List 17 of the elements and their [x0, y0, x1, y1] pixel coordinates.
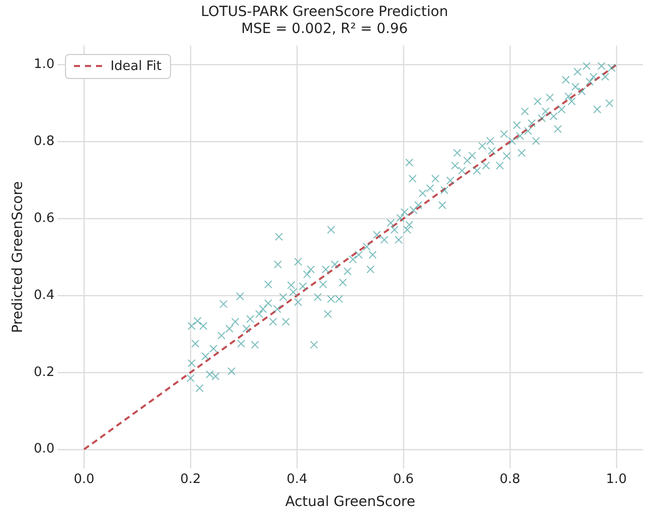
x-tick-label: 0.0 [74, 472, 94, 487]
y-axis-title: Predicted GreenScore [10, 181, 26, 333]
y-tick-label: 0.8 [34, 134, 54, 150]
y-tick-label: 0.2 [34, 364, 54, 380]
y-tick-label: 0.0 [34, 442, 54, 457]
chart-subtitle: MSE = 0.002, R² = 0.96 [241, 20, 408, 37]
x-axis-title: Actual GreenScore [285, 494, 416, 510]
x-tick-label: 0.4 [286, 472, 308, 487]
y-tick-label: 0.4 [34, 288, 54, 303]
legend-label: Ideal Fit [110, 58, 162, 74]
chart-title: LOTUS-PARK GreenScore Prediction [200, 4, 448, 20]
x-tick-label: 1.0 [606, 472, 627, 487]
y-tick-label: 1.0 [34, 57, 54, 72]
x-tick-label: 0.6 [393, 472, 414, 487]
x-tick-label: 0.2 [180, 472, 201, 487]
x-tick-label: 0.8 [500, 472, 520, 487]
y-tick-label: 0.6 [34, 211, 54, 226]
